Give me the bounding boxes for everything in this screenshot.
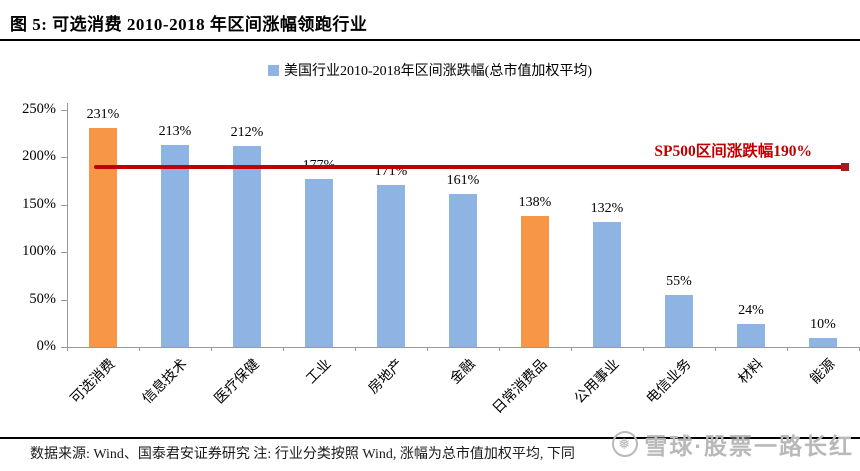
bar-value-label: 55% bbox=[666, 274, 692, 289]
legend-swatch-icon bbox=[268, 65, 279, 76]
bar bbox=[161, 145, 189, 347]
y-axis-line bbox=[67, 103, 68, 347]
x-axis-label-text: 公用事业 bbox=[572, 356, 623, 408]
bar-value-label: 132% bbox=[590, 201, 624, 216]
watermark-text: 雪球·股票一路长红 bbox=[644, 433, 854, 459]
y-axis-tick-label: 150% bbox=[22, 195, 56, 212]
x-axis-tick bbox=[355, 347, 356, 351]
bar bbox=[449, 194, 477, 347]
y-axis-tick bbox=[61, 110, 67, 111]
chart-legend: 美国行业2010-2018年区间涨跌幅(总市值加权平均) bbox=[0, 60, 860, 80]
x-axis-tick bbox=[571, 347, 572, 351]
watermark: ❅ 雪球·股票一路长红 bbox=[612, 427, 854, 461]
y-axis-tick bbox=[61, 157, 67, 159]
y-axis-tick-label: 200% bbox=[22, 148, 56, 165]
x-axis-label-text: 日常消费品 bbox=[490, 356, 551, 417]
bar-value-label: 138% bbox=[518, 195, 552, 210]
y-axis-tick bbox=[61, 299, 67, 301]
x-axis-label-text: 信息技术 bbox=[140, 356, 191, 408]
bar-value-label: 24% bbox=[738, 303, 764, 318]
bar-value-label: 10% bbox=[810, 317, 836, 332]
bar-value-label: 212% bbox=[230, 125, 264, 140]
x-axis-label-text: 能源 bbox=[808, 356, 839, 388]
bar bbox=[377, 185, 405, 347]
legend-label: 美国行业2010-2018年区间涨跌幅(总市值加权平均) bbox=[284, 64, 592, 79]
x-axis-tick bbox=[715, 347, 716, 351]
bar-value-label: 161% bbox=[446, 173, 480, 188]
bar-value-label: 213% bbox=[158, 124, 192, 139]
y-axis-tick-label: 50% bbox=[29, 290, 56, 307]
reference-line-endpoint bbox=[841, 162, 849, 171]
reference-line bbox=[94, 164, 848, 169]
x-axis-label-text: 金融 bbox=[448, 356, 479, 388]
source-note: 数据来源: Wind、国泰君安证券研究 注: 行业分类按照 Wind, 涨幅为总… bbox=[0, 437, 860, 471]
x-axis-line bbox=[67, 347, 859, 348]
x-axis-label-text: 电信业务 bbox=[644, 356, 695, 408]
y-axis-tick-label: 0% bbox=[36, 338, 56, 354]
figure-header: 图 5: 可选消费 2010-2018 年区间涨幅领跑行业 bbox=[0, 0, 860, 41]
x-axis-label-text: 工业 bbox=[304, 356, 335, 388]
bar bbox=[233, 146, 261, 347]
x-axis-tick bbox=[643, 347, 644, 351]
bar bbox=[89, 128, 117, 347]
x-axis-label-text: 材料 bbox=[736, 356, 767, 388]
x-axis-tick bbox=[139, 347, 140, 351]
x-axis-label-text: 房地产 bbox=[366, 356, 407, 398]
y-axis-tick bbox=[61, 347, 67, 348]
figure-title: 图 5: 可选消费 2010-2018 年区间涨幅领跑行业 bbox=[10, 15, 368, 34]
x-axis-tick bbox=[67, 347, 68, 351]
x-axis-tick bbox=[283, 347, 284, 351]
snowball-icon: ❅ bbox=[612, 431, 639, 457]
y-axis-tick-label: 100% bbox=[22, 243, 56, 260]
x-axis-tick bbox=[787, 347, 788, 351]
x-axis-label-text: 医疗保健 bbox=[212, 356, 263, 408]
x-axis-tick bbox=[211, 347, 212, 351]
bar bbox=[593, 222, 621, 347]
bar bbox=[809, 338, 837, 347]
y-axis-tick bbox=[61, 204, 67, 206]
y-axis-tick-label: 250% bbox=[22, 101, 56, 117]
bar-value-label: 231% bbox=[86, 107, 120, 122]
x-axis-tick bbox=[427, 347, 428, 351]
bar bbox=[737, 324, 765, 347]
bar bbox=[521, 216, 549, 347]
x-axis-label-text: 可选消费 bbox=[68, 356, 119, 408]
bar bbox=[305, 179, 333, 347]
x-axis-tick bbox=[499, 347, 500, 351]
reference-line-label: SP500区间涨跌幅190% bbox=[654, 143, 812, 160]
bar bbox=[665, 295, 693, 347]
y-axis-tick bbox=[61, 252, 67, 254]
